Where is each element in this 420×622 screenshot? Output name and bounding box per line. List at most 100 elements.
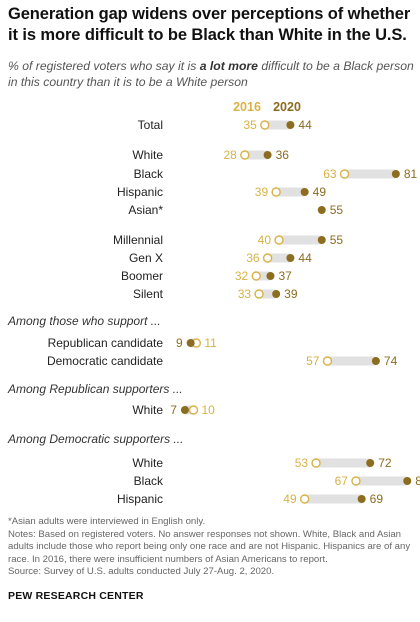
label-2020: 72 <box>378 456 392 470</box>
subtitle-text-start: % of registered voters who say it is <box>8 59 200 73</box>
group-heading: Among those who support ... <box>7 314 161 328</box>
row-label: Hispanic <box>117 185 163 199</box>
label-2016: 33 <box>238 287 252 301</box>
note-source: Source: Survey of U.S. adults conducted … <box>8 566 275 578</box>
label-2016: 63 <box>323 167 337 181</box>
dot-2020 <box>357 495 366 503</box>
label-2020: 37 <box>278 269 292 283</box>
row-label: Democratic candidate <box>47 354 163 368</box>
label-2020: 39 <box>284 287 298 301</box>
label-2020: 44 <box>298 118 312 132</box>
label-2016: 28 <box>223 148 237 162</box>
dot-2016 <box>299 494 310 504</box>
range-bar <box>276 187 305 197</box>
row-label: White <box>132 148 163 162</box>
range-bar <box>304 494 362 504</box>
subtitle-text-end: difficult to be a Black person in this c… <box>8 59 414 89</box>
chart-title: Generation gap widens over perceptions o… <box>8 5 411 44</box>
dot-2020 <box>263 151 272 159</box>
dot-2020 <box>300 188 309 196</box>
label-2020: 9 <box>176 336 183 350</box>
group-heading: Among Democratic supporters ... <box>7 432 183 446</box>
dot-2016 <box>254 289 264 299</box>
row-label: Total <box>138 118 163 132</box>
note-method: Notes: Based on registered voters. No an… <box>8 528 411 565</box>
range-bar <box>264 120 291 130</box>
dot-2020 <box>286 254 295 262</box>
range-bar <box>327 356 376 366</box>
row-label: Asian* <box>128 203 163 217</box>
label-2016: 57 <box>306 354 320 368</box>
dot-2016 <box>311 458 321 468</box>
label-2016: 39 <box>255 185 269 199</box>
chart-notes: *Asian adults were interviewed in Englis… <box>8 516 414 579</box>
label-2016: 35 <box>243 118 257 132</box>
row-label: White <box>132 456 163 470</box>
label-2020: 44 <box>298 251 312 265</box>
subtitle-emphasis: a lot more <box>199 59 258 73</box>
dot-2016 <box>251 271 261 281</box>
dot-2016 <box>262 253 273 263</box>
range-bar <box>256 271 271 281</box>
dot-2020 <box>286 121 295 129</box>
label-2020: 74 <box>384 354 398 368</box>
dot-2020 <box>371 357 380 365</box>
dot-plot: 2016 2020 Total 35 44 White 28 36 Black 63 81 Hispa… <box>7 100 420 506</box>
row-label: Republican candidate <box>48 336 164 350</box>
label-2016: 53 <box>295 456 309 470</box>
row-label: Black <box>134 474 164 488</box>
row-label: Millennial <box>113 233 163 247</box>
dot-2020 <box>272 290 281 298</box>
label-2016: 11 <box>204 336 217 350</box>
dot-2016 <box>351 476 361 486</box>
label-2016: 40 <box>258 233 272 247</box>
dot-2016 <box>240 150 250 160</box>
dot-2020 <box>403 477 412 485</box>
range-bar <box>316 458 371 468</box>
range-bar <box>267 253 291 263</box>
range-bar <box>344 169 396 179</box>
label-2020: 49 <box>313 185 327 199</box>
label-2020: 55 <box>330 203 344 217</box>
label-2020: 81 <box>404 167 418 181</box>
label-2020: 36 <box>276 148 290 162</box>
label-2016: 67 <box>335 474 349 488</box>
dot-2020 <box>186 339 195 347</box>
row-label: White <box>132 403 163 417</box>
label-2020: 85 <box>415 474 420 488</box>
label-2016: 32 <box>235 269 249 283</box>
label-2020: 69 <box>370 492 384 506</box>
brand-name: PEW RESEARCH CENTER <box>8 590 144 602</box>
dot-2020 <box>180 406 189 414</box>
row-label: Black <box>134 167 164 181</box>
dot-2016 <box>274 235 284 245</box>
dot-2016 <box>322 356 333 366</box>
dot-2016 <box>188 405 199 415</box>
row-label: Silent <box>133 287 164 301</box>
dot-2016 <box>260 120 270 130</box>
range-bar <box>355 476 408 486</box>
dot-2020 <box>266 272 275 280</box>
range-bar <box>244 150 268 160</box>
label-2020: 55 <box>330 233 344 247</box>
legend-2020: 2020 <box>273 100 301 114</box>
label-2020: 7 <box>170 403 177 417</box>
dot-2020 <box>366 459 375 467</box>
range-bar <box>279 235 322 245</box>
dot-2016 <box>271 187 281 197</box>
legend-2016: 2016 <box>233 100 261 114</box>
row-label: Hispanic <box>117 492 163 506</box>
chart-subtitle: % of registered voters who say it is a l… <box>8 58 414 90</box>
dot-2020 <box>317 206 326 214</box>
label-2016: 49 <box>283 492 297 506</box>
dot-2020 <box>391 170 400 178</box>
label-2016: 36 <box>246 251 260 265</box>
label-2016: 10 <box>202 403 216 417</box>
dot-2016 <box>339 169 350 179</box>
note-asian: *Asian adults were interviewed in Englis… <box>8 516 206 527</box>
range-bar <box>259 289 277 299</box>
group-heading: Among Republican supporters ... <box>7 382 183 396</box>
row-label: Boomer <box>121 269 163 283</box>
row-label: Gen X <box>129 251 163 265</box>
dot-2020 <box>317 236 326 244</box>
